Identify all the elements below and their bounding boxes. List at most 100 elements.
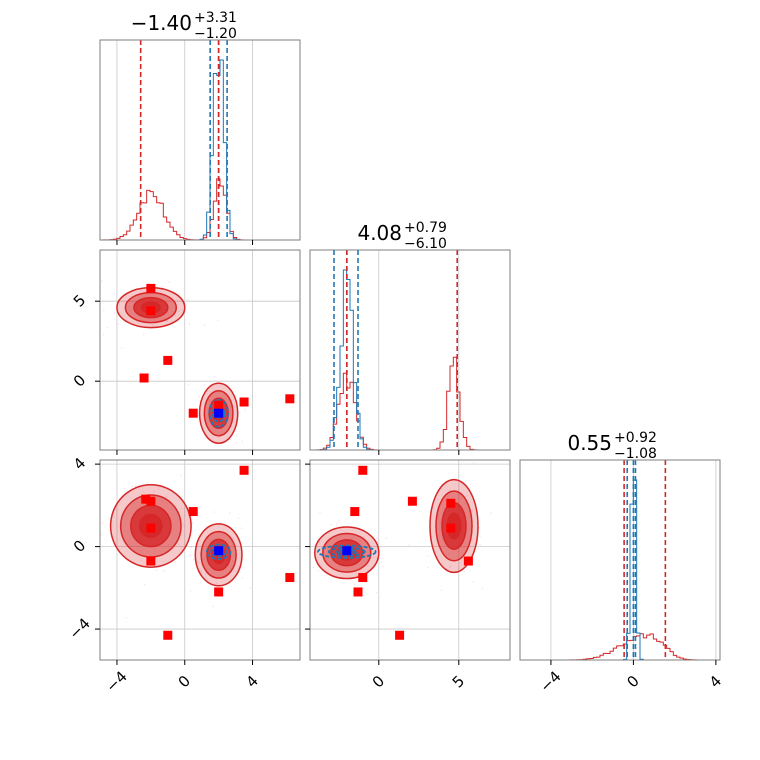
sample-point (197, 560, 199, 563)
red-square-marker (146, 496, 156, 506)
hist-param-1-border (309, 249, 511, 451)
contour-blue (208, 398, 229, 428)
title-median-2: 0.55 (567, 431, 612, 455)
sample-point (152, 324, 154, 327)
sample-point (318, 541, 320, 544)
red-square-marker (188, 507, 198, 517)
sample-point (212, 429, 214, 431)
hist-param-2-plot-area (520, 460, 720, 660)
sample-point (212, 605, 214, 608)
red-square-marker (358, 465, 368, 475)
hist-blue-series-2 (520, 479, 720, 660)
sample-point (335, 524, 338, 526)
sample-point (131, 485, 134, 488)
sample-point (434, 447, 435, 448)
hist-param-2-tick-label-x: −4 (536, 667, 564, 695)
sample-point (143, 583, 146, 586)
sample-point (202, 414, 204, 416)
sample-point (473, 461, 475, 464)
sample-point (100, 533, 102, 536)
red-square-marker (358, 573, 368, 583)
hist-blue-series-0 (100, 59, 300, 240)
panel-02-tick-label-y: −4 (65, 615, 93, 643)
sample-point (101, 280, 103, 282)
panel-01-tick-label-y: 5 (70, 291, 89, 310)
sample-point (382, 557, 384, 560)
panel-02-tick-label-y: 0 (70, 537, 89, 556)
red-square-marker (163, 355, 173, 365)
sample-point (234, 442, 237, 444)
sample-point (479, 544, 481, 546)
blue-truth-marker (342, 546, 352, 556)
sample-point (477, 548, 480, 550)
title-minus-2: −1.08 (614, 446, 657, 462)
sample-point (191, 522, 194, 524)
sample-point (490, 512, 492, 514)
sample-point (216, 582, 218, 585)
sample-point (218, 437, 220, 439)
hist-red-series-2 (520, 633, 720, 660)
panel-01: 05 (70, 249, 301, 480)
panel-02-tick-label-x: 0 (175, 672, 194, 691)
sample-point (182, 523, 184, 526)
red-square-marker (407, 496, 417, 506)
blue-truth-marker (214, 408, 224, 418)
sample-point (184, 525, 186, 527)
sample-point (376, 540, 379, 543)
sample-point (478, 527, 481, 529)
sample-point (103, 334, 105, 336)
sample-point (427, 566, 429, 569)
sample-point (241, 440, 243, 443)
sample-point (163, 570, 165, 572)
panel-12-plot-area (310, 447, 510, 660)
sample-point (448, 553, 450, 555)
sample-point (117, 322, 120, 325)
panel-12-tick-label-x: 5 (449, 672, 468, 691)
red-square-marker (285, 394, 295, 404)
sample-point (382, 565, 384, 568)
sample-point (199, 508, 201, 510)
red-square-marker (353, 587, 363, 597)
sample-point (168, 281, 170, 284)
red-square-marker (463, 556, 473, 566)
sample-point (94, 571, 95, 572)
sample-point (129, 307, 131, 309)
panel-01-plot-area (96, 250, 300, 480)
sample-point (408, 544, 411, 546)
sample-point (468, 515, 471, 517)
sample-point (235, 411, 237, 414)
sample-point (457, 550, 460, 552)
sample-point (189, 554, 192, 556)
panel-01-tick-label-y: 0 (70, 371, 89, 390)
sample-point (96, 323, 97, 324)
red-square-marker (285, 573, 295, 583)
hist-param-1-plot-area (310, 250, 510, 450)
red-square-marker (446, 498, 456, 508)
hist-param-0-border (99, 39, 301, 241)
panel-02-tick-label-x: −4 (102, 667, 130, 695)
sample-point (157, 488, 160, 490)
sample-point (449, 489, 451, 491)
sample-point (113, 312, 116, 314)
title-plus-2: +0.92 (614, 430, 657, 446)
sample-point (241, 577, 243, 579)
sample-point (460, 497, 463, 499)
sample-point (426, 555, 429, 557)
red-square-marker (146, 283, 156, 293)
hist-param-2-tick-label-x: 4 (706, 672, 725, 691)
title-median-0: −1.40 (131, 11, 192, 35)
sample-point (165, 495, 168, 498)
sample-point (129, 309, 131, 312)
panel-02-plot-area (94, 460, 300, 660)
red-square-marker (163, 630, 173, 640)
red-square-marker (139, 373, 149, 383)
sample-point (210, 479, 211, 480)
sample-point (180, 508, 183, 510)
sample-point (209, 401, 211, 403)
sample-point (338, 519, 340, 522)
red-square-marker (395, 630, 405, 640)
sample-point (449, 566, 452, 568)
sample-point (204, 384, 206, 386)
sample-point (139, 549, 142, 552)
